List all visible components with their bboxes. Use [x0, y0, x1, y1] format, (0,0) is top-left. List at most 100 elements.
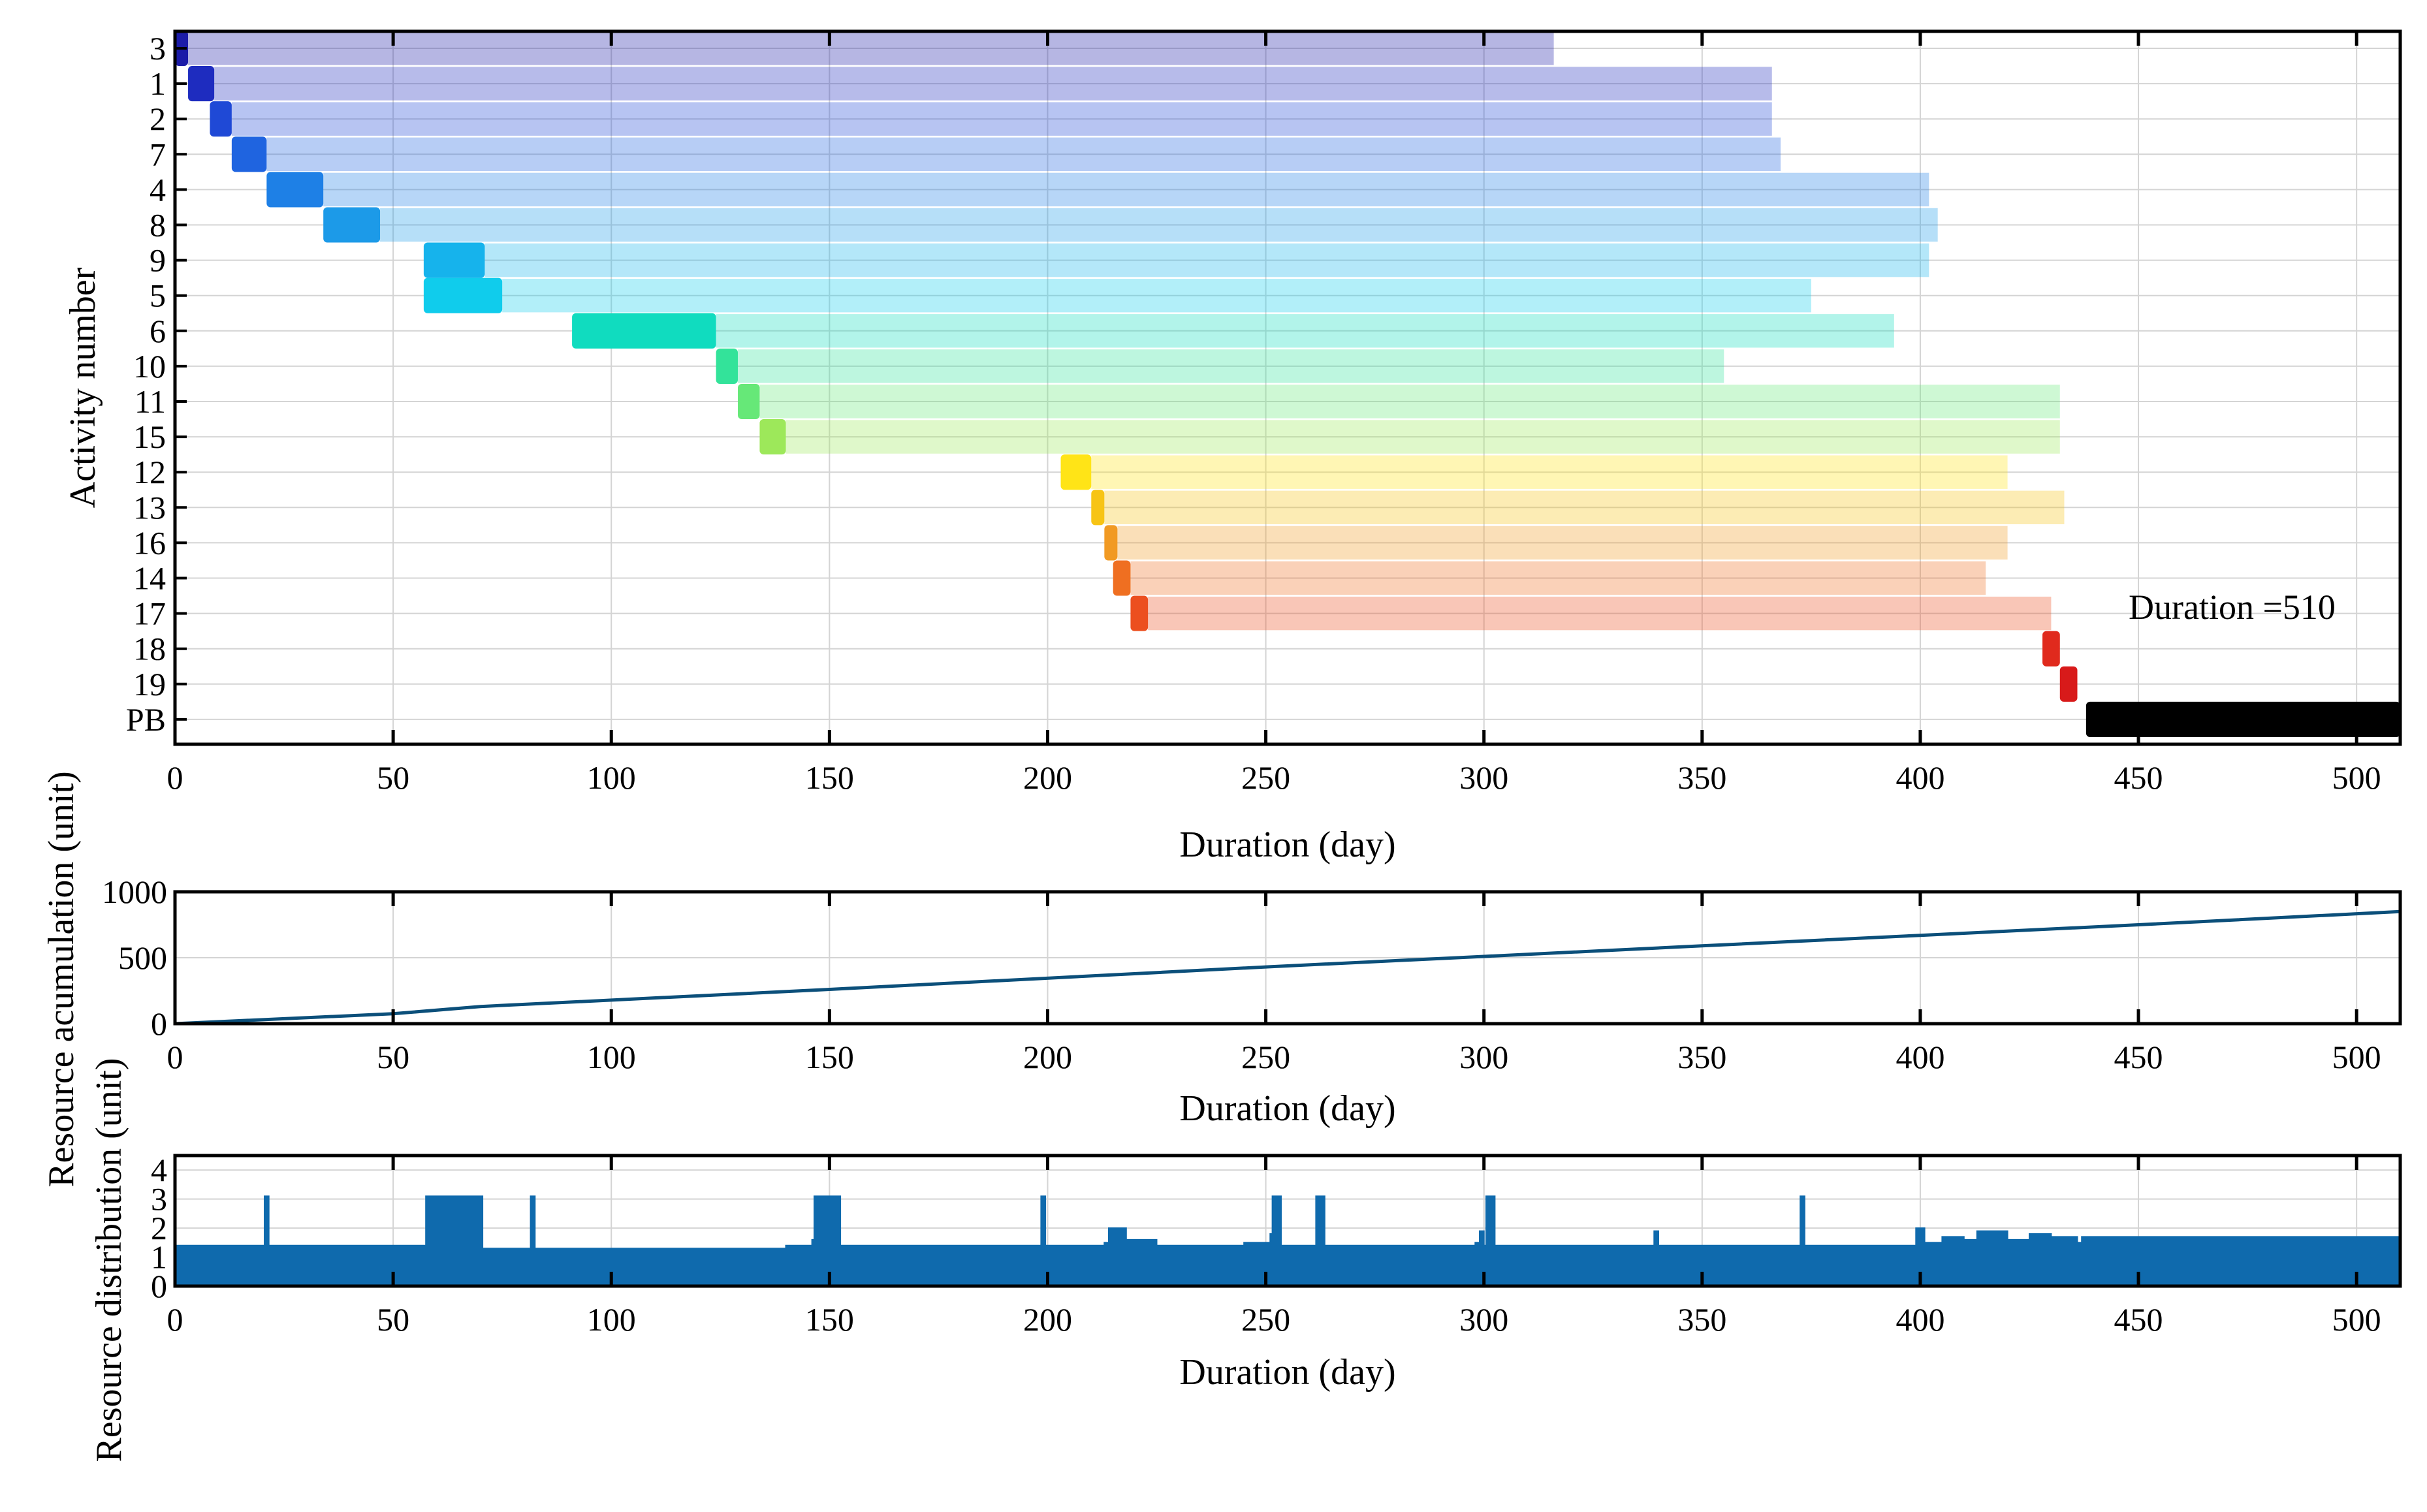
accumulation-x-tick-label: 100	[587, 1039, 636, 1075]
gantt-x-tick-label: 400	[1896, 759, 1944, 796]
gantt-y-axis-title: Activity number	[63, 267, 103, 508]
duration-annotation: Duration =510	[2129, 588, 2336, 627]
distribution-x-tick-label: 100	[587, 1301, 636, 1338]
accumulation-x-tick-label: 0	[167, 1039, 183, 1075]
distribution-x-tick-labels: 0 50 100 150 200 250 300 350 400 450 500	[167, 1301, 2381, 1338]
gantt-x-axis-title: Duration (day)	[1179, 825, 1395, 865]
activity-bar-4	[266, 172, 324, 208]
activity-bar-14	[1113, 560, 1131, 596]
accumulation-x-tick-label: 350	[1677, 1039, 1726, 1075]
float-bar-1	[214, 67, 1772, 101]
accumulation-x-tick-labels: 0 50 100 150 200 250 300 350 400 450 500	[167, 1039, 2381, 1075]
activity-bar-10	[716, 348, 738, 384]
activity-bar-2	[210, 101, 232, 137]
activity-label: 13	[133, 489, 166, 526]
activity-bar-19	[2059, 666, 2078, 702]
distribution-x-axis-title: Duration (day)	[1179, 1352, 1395, 1393]
activity-label: 11	[135, 383, 166, 420]
activity-label: 19	[133, 666, 166, 702]
gantt-x-tick-label: 200	[1023, 759, 1072, 796]
accumulation-x-tick-label: 50	[377, 1039, 409, 1075]
distribution-x-tick-label: 250	[1241, 1301, 1290, 1338]
activity-bar-16	[1104, 525, 1118, 561]
distribution-y-tick-label: 2	[151, 1210, 167, 1246]
activity-bar-8	[323, 207, 381, 243]
activity-bar-15	[759, 419, 786, 455]
activity-label: 12	[133, 454, 166, 490]
float-bar-9	[484, 243, 1929, 277]
activity-label: 18	[133, 631, 166, 667]
distribution-y-tick-label: 4	[151, 1152, 167, 1188]
float-bar-16	[1117, 526, 2008, 560]
activity-label: 9	[150, 242, 166, 279]
float-bar-10	[738, 349, 1724, 383]
activity-label: 15	[133, 418, 166, 455]
accumulation-x-tick-label: 500	[2332, 1039, 2381, 1075]
activity-bar-17	[1130, 595, 1149, 631]
activity-label: 7	[150, 136, 166, 172]
activity-bar-11	[738, 383, 760, 420]
distribution-y-tick-label: 1	[151, 1239, 167, 1276]
activity-bar-1	[188, 66, 215, 102]
activity-label: 10	[133, 348, 166, 385]
gantt-axes-box	[173, 29, 2402, 746]
accumulation-ticks	[173, 892, 2358, 1024]
accumulation-axes-box	[173, 890, 2402, 1026]
accumulation-x-tick-label: 250	[1241, 1039, 1290, 1075]
activity-label: 14	[133, 560, 166, 597]
float-bar-5	[502, 279, 1811, 313]
accumulation-x-axis-title: Duration (day)	[1179, 1088, 1395, 1129]
gantt-panel: 0 50 100 150 200 250 300 350 400 450 500 312748956…	[63, 29, 2402, 865]
accumulation-x-tick-label: 450	[2114, 1039, 2163, 1075]
distribution-x-tick-label: 300	[1459, 1301, 1508, 1338]
gantt-bars	[175, 30, 2400, 737]
float-bar-7	[266, 137, 1781, 171]
accumulation-y-tick-label: 1000	[102, 874, 167, 910]
distribution-y-tick-label: 0	[151, 1268, 167, 1304]
float-bar-6	[716, 314, 1894, 348]
activity-label: 2	[150, 101, 166, 137]
distribution-axes-box	[173, 1154, 2402, 1288]
gantt-ticks	[173, 31, 2358, 744]
distribution-y-tick-label: 3	[151, 1181, 167, 1218]
activity-label: 4	[150, 171, 166, 208]
float-bar-3	[188, 31, 1554, 65]
accumulation-y-tick-labels: 0 500 1000	[102, 874, 167, 1042]
float-bar-4	[323, 172, 1929, 207]
distribution-x-tick-label: 500	[2332, 1301, 2381, 1338]
distribution-area	[174, 1195, 2401, 1287]
activity-label: 5	[150, 277, 166, 314]
distribution-x-tick-label: 350	[1677, 1301, 1726, 1338]
activity-bar-12	[1060, 454, 1092, 490]
activity-label: PB	[126, 701, 166, 738]
distribution-x-tick-label: 400	[1896, 1301, 1944, 1338]
activity-label: 16	[133, 524, 166, 561]
gantt-x-tick-label: 0	[167, 759, 183, 796]
activity-bar-6	[572, 313, 716, 349]
float-bar-2	[231, 102, 1772, 136]
float-bar-17	[1148, 596, 2052, 631]
distribution-x-tick-label: 150	[805, 1301, 854, 1338]
gantt-x-tick-label: 50	[377, 759, 409, 796]
gantt-grid	[174, 31, 2400, 744]
activity-bar-5	[423, 277, 503, 313]
activity-bar-PB	[2086, 701, 2400, 737]
activity-bar-13	[1091, 490, 1105, 526]
accumulation-panel: 0 50 100 150 200 250 300 350 400 450 500 05001000 …	[41, 771, 2402, 1188]
gantt-x-tick-label: 100	[587, 759, 636, 796]
accumulation-line	[174, 909, 2401, 1026]
float-bar-8	[380, 208, 1938, 242]
activity-bar-7	[231, 136, 267, 172]
float-bar-14	[1130, 561, 1986, 595]
gantt-x-tick-label: 500	[2332, 759, 2381, 796]
distribution-x-tick-label: 450	[2114, 1301, 2163, 1338]
gantt-x-tick-label: 350	[1677, 759, 1726, 796]
activity-label: 17	[133, 595, 166, 632]
activity-label: 8	[150, 207, 166, 244]
gantt-x-tick-label: 300	[1459, 759, 1508, 796]
float-bar-11	[759, 385, 2060, 418]
distribution-x-tick-label: 50	[377, 1301, 409, 1338]
